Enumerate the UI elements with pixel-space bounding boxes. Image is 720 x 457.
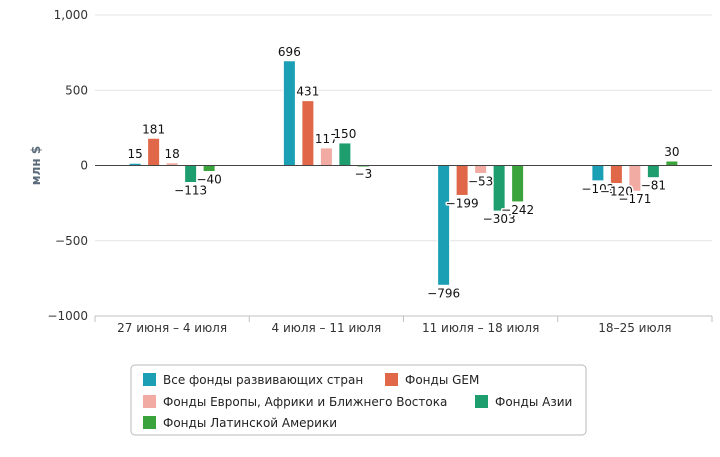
bars	[128, 60, 679, 286]
bar-4-2[interactable]	[338, 142, 352, 167]
bar-5-3[interactable]	[511, 165, 525, 203]
data-label: −796	[427, 286, 460, 300]
x-category-label: 4 июля – 11 июля	[272, 321, 382, 335]
data-label: 18	[164, 147, 179, 161]
data-label: −3	[355, 167, 373, 181]
bar-2-4[interactable]	[609, 165, 623, 185]
bar-4-4[interactable]	[646, 165, 660, 179]
bar-2-1[interactable]	[147, 137, 161, 167]
bar-3-2[interactable]	[319, 147, 333, 166]
data-label: −102	[581, 182, 614, 196]
y-tick-label: 0	[80, 159, 88, 173]
legend-swatch	[143, 395, 156, 408]
legend-swatch	[475, 395, 488, 408]
legend-item-4[interactable]: Фонды Азии	[475, 395, 572, 409]
data-label: −113	[174, 184, 207, 198]
bar-1-3[interactable]	[437, 165, 451, 286]
bar-1-4[interactable]	[591, 165, 605, 182]
data-label: 696	[278, 45, 301, 59]
legend-label: Все фонды развивающих стран	[163, 373, 363, 387]
data-label: −120	[600, 185, 633, 199]
legend[interactable]: Все фонды развивающих стран Фонды GEM Фонд…	[130, 364, 587, 436]
y-tick-label: −500	[55, 234, 88, 248]
legend-item-5[interactable]: Фонды Латинской Америки	[143, 416, 337, 430]
bar-2-3[interactable]	[455, 165, 469, 196]
data-label: −53	[468, 174, 493, 188]
legend-swatch	[143, 373, 156, 386]
axes: −1000 −500 0 500 1,000 млн $ 27 июня – 4 июля 4…	[29, 8, 713, 335]
data-label: 150	[333, 127, 356, 141]
x-category-label: 11 июля – 18 июля	[422, 321, 539, 335]
bar-4-1[interactable]	[184, 165, 198, 184]
data-label: 30	[664, 145, 679, 159]
legend-item-2[interactable]: Фонды GEM	[385, 373, 479, 387]
y-tick-label: 500	[65, 83, 88, 97]
data-label: −303	[483, 212, 516, 226]
data-label: 431	[296, 85, 319, 99]
legend-item-3[interactable]: Фонды Европы, Африки и Ближнего Востока	[143, 395, 447, 409]
x-category-label: 18–25 июля	[598, 321, 671, 335]
bar-5-1[interactable]	[202, 165, 216, 173]
data-label: −199	[446, 196, 479, 210]
data-label: −242	[501, 203, 534, 217]
x-category-label: 27 июня – 4 июля	[117, 321, 227, 335]
y-axis-title: млн $	[29, 146, 43, 185]
legend-swatch	[385, 373, 398, 386]
legend-label: Фонды GEM	[405, 373, 479, 387]
data-label: 117	[315, 132, 338, 146]
bar-5-4[interactable]	[665, 160, 679, 167]
bar-3-3[interactable]	[474, 165, 488, 174]
data-label: −171	[618, 192, 651, 206]
data-label: 181	[142, 122, 165, 136]
legend-label: Фонды Азии	[495, 395, 572, 409]
bar-2-2[interactable]	[301, 100, 315, 166]
legend-label: Фонды Европы, Африки и Ближнего Востока	[163, 395, 447, 409]
bar-1-2[interactable]	[282, 60, 296, 166]
data-label: −40	[196, 173, 221, 187]
data-label: −81	[641, 179, 666, 193]
y-tick-label: 1,000	[54, 8, 88, 22]
data-label: 15	[127, 147, 142, 161]
legend-box	[130, 364, 587, 436]
legend-swatch	[143, 416, 156, 429]
legend-item-1[interactable]: Все фонды развивающих стран	[143, 373, 363, 387]
y-tick-label: −1000	[47, 309, 88, 323]
legend-label: Фонды Латинской Америки	[163, 416, 337, 430]
